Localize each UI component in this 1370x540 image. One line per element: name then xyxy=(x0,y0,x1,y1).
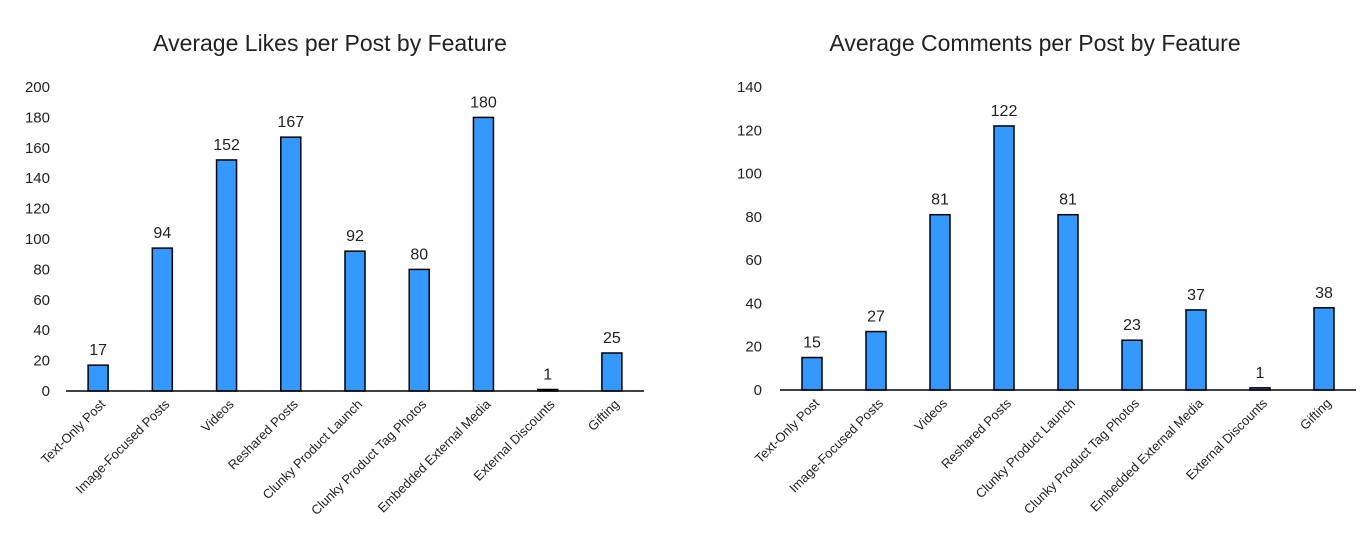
data-label: 180 xyxy=(470,94,497,111)
y-tick-label: 100 xyxy=(25,231,50,248)
bar xyxy=(151,247,174,392)
bar xyxy=(280,136,302,392)
data-label: 1 xyxy=(543,366,552,383)
bar xyxy=(1185,309,1207,391)
category-label: Clunky Product Tag Photos xyxy=(308,396,430,518)
data-label: 167 xyxy=(277,114,304,131)
data-label: 23 xyxy=(1123,317,1141,334)
bar xyxy=(865,330,887,391)
chart-title: Average Comments per Post by Feature xyxy=(829,30,1241,56)
y-tick-label: 20 xyxy=(745,339,762,356)
data-label: 81 xyxy=(931,192,949,209)
y-tick-label: 120 xyxy=(737,122,762,139)
y-tick-label: 80 xyxy=(745,209,762,226)
data-label: 38 xyxy=(1315,285,1333,302)
likes-chart: Average Likes per Post by Feature 0 20 40 6… xyxy=(0,0,660,540)
category-label: Videos xyxy=(198,396,237,435)
bar xyxy=(801,356,823,391)
y-tick-label: 80 xyxy=(33,261,50,278)
y-tick-label: 200 xyxy=(25,79,50,96)
bar xyxy=(1057,213,1079,391)
y-tick-label: 60 xyxy=(745,252,762,269)
y-tick-label: 40 xyxy=(33,322,50,339)
data-label: 80 xyxy=(410,246,428,263)
chart-title: Average Likes per Post by Feature xyxy=(153,30,507,56)
y-tick-label: 0 xyxy=(42,383,50,400)
data-label: 25 xyxy=(603,330,621,347)
category-label: Gifting xyxy=(1297,396,1334,433)
y-tick-label: 160 xyxy=(25,140,50,157)
category-label: Clunky Product Tag Photos xyxy=(1021,395,1143,517)
bar xyxy=(1313,307,1335,391)
bar xyxy=(344,250,366,392)
data-label: 94 xyxy=(153,225,171,242)
bar xyxy=(993,125,1015,391)
category-label: Text-Only Post xyxy=(752,395,823,466)
y-tick-label: 20 xyxy=(33,353,50,370)
data-label: 27 xyxy=(867,309,885,326)
category-label: Videos xyxy=(912,395,951,434)
y-tick-label: 40 xyxy=(745,295,762,312)
y-tick-label: 0 xyxy=(754,382,762,399)
category-label: Embedded External Media xyxy=(1087,395,1206,514)
y-tick-label: 180 xyxy=(25,109,50,126)
category-label: Text-Only Post xyxy=(38,396,109,467)
bar xyxy=(408,268,430,392)
bar xyxy=(215,159,238,392)
data-label: 37 xyxy=(1187,287,1205,304)
y-tick-label: 140 xyxy=(25,170,50,187)
y-tick-label: 100 xyxy=(737,166,762,183)
bar xyxy=(1121,339,1143,391)
bar xyxy=(929,213,951,391)
y-tick-label: 120 xyxy=(25,201,50,218)
data-label: 81 xyxy=(1059,192,1077,209)
y-tick-label: 60 xyxy=(33,292,50,309)
bar xyxy=(472,116,495,392)
category-label: Embedded External Media xyxy=(375,396,494,515)
comments-chart: Average Comments per Post by Feature 0 20… xyxy=(700,0,1370,540)
data-label: 122 xyxy=(991,103,1018,120)
y-tick-label: 140 xyxy=(737,79,762,96)
data-label: 15 xyxy=(803,335,821,352)
bar xyxy=(601,352,623,392)
data-label: 1 xyxy=(1256,365,1265,382)
data-label: 152 xyxy=(213,137,240,154)
data-label: 17 xyxy=(89,342,107,359)
data-label: 92 xyxy=(346,228,364,245)
bar xyxy=(87,364,109,392)
category-label: Gifting xyxy=(585,397,622,434)
